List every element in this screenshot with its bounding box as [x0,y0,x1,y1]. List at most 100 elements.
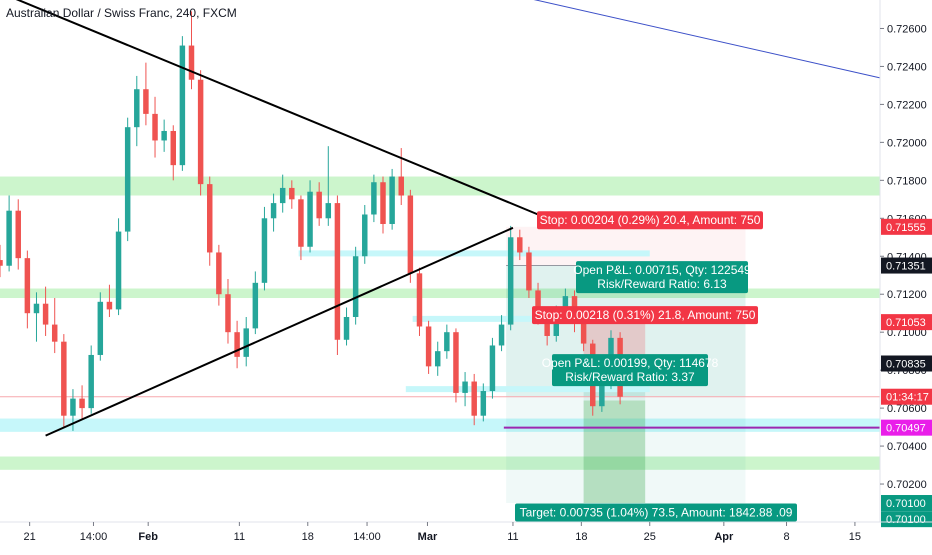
candle-body [507,237,514,325]
candle-body [179,45,186,166]
price-tag-bg [881,257,932,274]
candle-body [279,187,286,204]
candle-body [416,273,423,327]
candle-body [434,351,441,367]
position-1-risk-area [506,226,746,266]
candle-body [106,301,113,310]
candle-body [553,313,560,336]
candle-body [88,354,94,409]
candle-body [316,191,322,219]
price-tag-label: 0.71053 [886,317,926,329]
x-tick-label: 18 [302,531,314,543]
axes: 0.726000.724000.722000.720000.718000.716… [0,0,932,543]
position-1-target-label-text: Target: 0.00735 (1.04%) 73.5, Amount: 18… [520,506,793,520]
candle-body [234,332,240,357]
position-1-stop-label-bg [537,211,763,230]
candle-body [489,345,496,392]
level-line [405,386,650,393]
candle-body [33,303,40,314]
candle-body [398,176,404,196]
level-line [298,250,650,257]
y-tick-label: 0.70600 [887,403,927,415]
candle-body [115,231,122,310]
price-tag-bg [881,495,932,512]
trendline-2 [45,226,514,437]
candle-body [325,203,332,219]
candle-body [197,79,204,185]
candle-body [362,214,368,257]
candle-body [289,187,295,200]
candle-body [471,381,477,416]
candle-body [352,256,359,317]
candle-body [0,260,3,266]
price-tag-label: 0.71555 [886,222,926,234]
y-tick-label: 0.70400 [887,441,927,453]
x-tick-label: 14:00 [80,531,108,543]
x-tick-label: Apr [714,531,734,543]
candle-body [371,182,377,215]
candles [0,11,623,431]
candle-body [124,127,131,232]
resistance-zone [0,176,880,196]
y-tick-label: 0.72600 [887,23,927,35]
candle-body [599,381,605,407]
position-2-pnl-label-text: Risk/Reward Ratio: 3.37 [565,370,695,384]
position-2-stop-label-bg [532,306,758,325]
support-zone [0,418,880,432]
price-tag-label: 0.70100 [886,514,926,526]
candle-body [425,326,432,367]
candle-body [15,210,21,259]
position-1-target-label-bg [515,503,797,522]
candle-body [216,252,222,295]
candle-body [535,290,541,316]
x-tick-label: 18 [575,531,587,543]
candle-body [207,184,213,253]
candle-body [407,195,414,274]
candle-body [562,296,569,314]
candle-body [453,332,459,393]
candle-body [152,113,158,141]
candle-body [343,316,350,340]
candle-body [261,218,268,283]
candle-body [79,398,85,409]
candle-body [143,89,149,114]
candle-body [51,324,58,342]
candle-body [188,45,195,80]
x-tick-label: 25 [644,531,656,543]
candle-body [462,381,468,393]
price-tag-label: 0.70497 [886,423,926,435]
price-tag-bg [881,218,932,235]
price-tag-label: 01:34:17 [886,392,929,404]
candle-body [380,182,386,224]
candle-body [580,322,587,344]
price-tag-label: 0.70835 [886,359,926,371]
price-tag-bg [881,511,932,528]
candle-body [61,341,67,416]
x-tick-label: 8 [783,531,789,543]
candle-body [334,203,341,340]
candle-body [498,324,505,346]
candle-body [24,258,31,314]
candle-body [526,252,532,291]
position-2-pnl-label-text: Open P&L: 0.00199, Qty: 114678 [542,356,719,370]
level-line [412,315,650,322]
y-tick-label: 0.71000 [887,327,927,339]
x-tick-label: 15 [849,531,861,543]
resistance-zone [0,288,880,299]
candle-body [70,398,76,416]
chart-title: Australian Dollar / Swiss Franc, 240, FX… [6,6,237,20]
position-2-pnl-label-bg [552,354,708,387]
trendline-3 [533,0,881,79]
y-tick-label: 0.70200 [887,479,927,491]
horizontal-levels [0,250,880,429]
candle-body [134,89,140,128]
price-tag-bg [881,314,932,331]
price-tag-bg [881,419,932,436]
x-tick-label: Mar [418,531,438,543]
trendline-1 [15,0,539,216]
support-zone [0,456,880,470]
position-2-target-projection [583,400,646,504]
trendlines [15,0,881,437]
